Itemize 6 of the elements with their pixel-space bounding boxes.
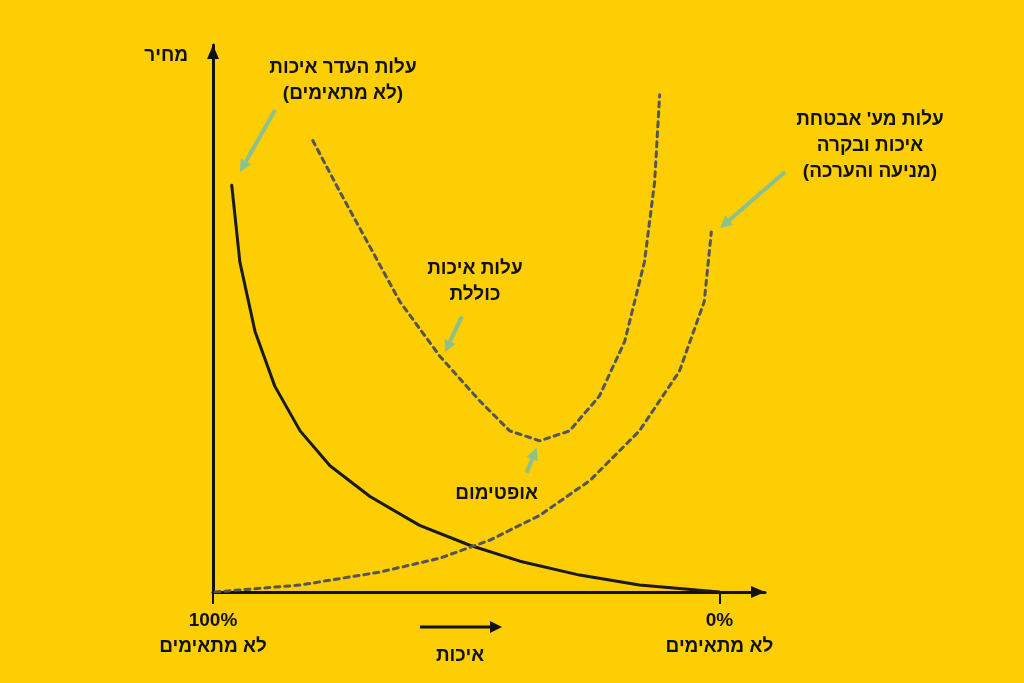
x-axis-title: איכות bbox=[435, 643, 485, 667]
text: עלות מע' אבטחת איכות ובקרה (מניעה והערכה) bbox=[796, 107, 944, 183]
annotation: אופטימום bbox=[455, 480, 538, 505]
y-axis-title: מחיר bbox=[144, 44, 188, 65]
annotation: עלות העדר איכות (לא מתאימים) bbox=[269, 55, 417, 105]
annotation: עלות איכות כוללת bbox=[427, 256, 523, 307]
